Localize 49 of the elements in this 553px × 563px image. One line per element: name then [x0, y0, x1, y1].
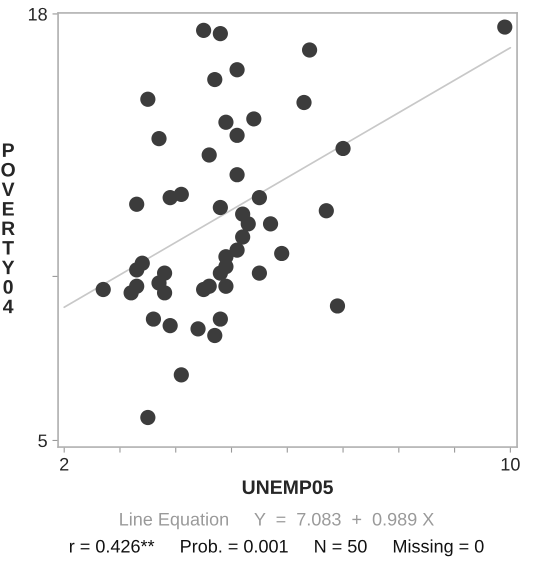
point	[156, 285, 172, 300]
point	[212, 26, 228, 42]
point	[229, 128, 245, 143]
point	[207, 72, 222, 88]
point	[218, 278, 234, 294]
point	[252, 190, 268, 206]
point	[174, 367, 189, 382]
point	[335, 140, 351, 156]
text: Line Equation Y = 7.083 + 0.989 X	[120, 512, 434, 530]
point	[129, 262, 144, 278]
y-tick-label: 18	[28, 8, 47, 21]
point	[296, 94, 312, 110]
point	[202, 147, 217, 163]
point	[212, 311, 228, 327]
point	[229, 242, 245, 258]
point	[196, 22, 212, 38]
point	[146, 311, 162, 327]
point	[302, 42, 318, 58]
point	[151, 131, 167, 146]
point	[235, 229, 250, 245]
point	[318, 203, 334, 218]
point	[162, 318, 178, 334]
point	[207, 328, 222, 344]
point	[497, 19, 512, 35]
point	[229, 62, 245, 78]
point	[174, 186, 189, 202]
point	[96, 282, 111, 298]
point	[129, 196, 144, 212]
point	[190, 321, 206, 337]
point	[240, 216, 256, 232]
text: POVERTY04	[1, 143, 15, 314]
text: r = 0.426** Prob. = 0.001 N = 50 Missing = 0	[70, 539, 484, 556]
point	[140, 92, 156, 107]
x-tick-label: 10	[502, 458, 520, 471]
x-axis-title: UNEMP05	[242, 480, 333, 494]
point	[274, 246, 290, 262]
point	[330, 298, 346, 314]
point	[140, 410, 156, 426]
point	[252, 266, 268, 281]
point	[229, 167, 245, 182]
point	[212, 266, 228, 281]
point	[246, 111, 262, 127]
point	[212, 200, 228, 216]
y-tick-label: 5	[38, 434, 47, 448]
point	[218, 114, 234, 130]
point	[262, 216, 278, 232]
point	[129, 278, 144, 294]
point	[202, 278, 217, 294]
x-tick-label: 2	[60, 458, 68, 471]
